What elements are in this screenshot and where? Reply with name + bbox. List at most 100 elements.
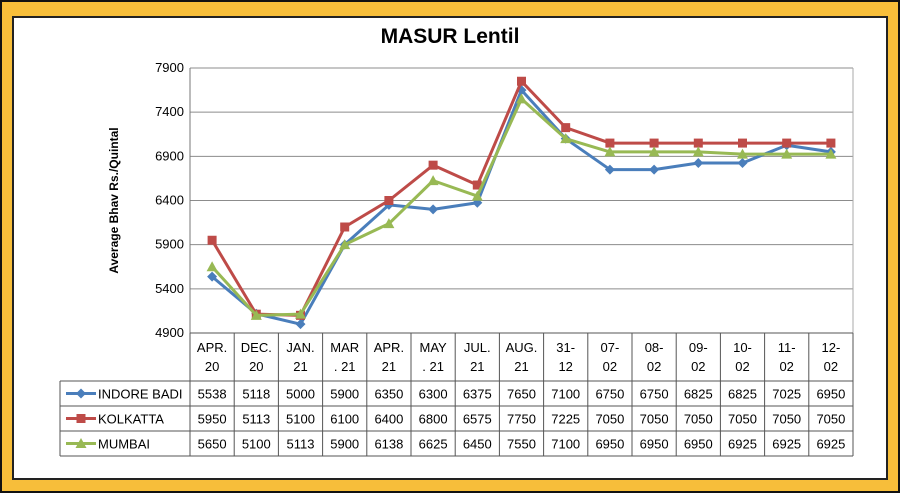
data-point [472, 180, 482, 190]
data-label: 5650 [198, 437, 227, 452]
x-tick-label: 09- [689, 340, 708, 355]
data-label: 5000 [286, 387, 315, 402]
data-point [383, 218, 395, 229]
data-label: 6925 [816, 437, 845, 452]
x-tick-label: 02 [779, 359, 793, 374]
data-label: 7225 [551, 412, 580, 427]
data-point [825, 148, 837, 159]
data-point [250, 309, 262, 320]
x-tick-label: 11- [778, 340, 796, 355]
legend-label: KOLKATTA [98, 412, 164, 427]
data-label: 6925 [728, 437, 757, 452]
data-label: 6400 [374, 412, 403, 427]
y-tick-label: 7400 [155, 104, 184, 119]
legend-marker [76, 388, 86, 399]
data-point [738, 138, 747, 148]
data-point [605, 138, 615, 148]
x-tick-label: 21 [470, 359, 484, 374]
data-point [737, 148, 748, 159]
x-tick-label: 21 [293, 359, 307, 374]
data-label: 6925 [772, 437, 801, 452]
data-label: 7050 [728, 412, 757, 427]
data-point [737, 157, 748, 168]
x-tick-label: 02 [824, 359, 838, 374]
data-label: 5100 [242, 437, 271, 452]
legend-marker [75, 438, 87, 448]
legend-marker [76, 414, 86, 423]
data-point [428, 160, 438, 170]
x-tick-label: DEC. [241, 340, 272, 355]
x-tick-label: . 21 [334, 359, 356, 374]
x-tick-label: APR. [197, 340, 227, 355]
data-point [340, 222, 350, 232]
data-point [782, 138, 792, 148]
data-label: 6750 [595, 387, 624, 402]
data-label: 6575 [463, 412, 492, 427]
data-point [471, 190, 483, 201]
data-label: 6100 [330, 412, 359, 427]
data-point [604, 164, 615, 175]
data-label: 6950 [640, 437, 669, 452]
chart-area: MASUR Lentil 4900 5400 5900 6400 6900 7400 790… [12, 16, 888, 480]
y-tick-label: 7900 [155, 60, 184, 75]
data-label: 6625 [419, 437, 448, 452]
data-point [648, 146, 660, 157]
data-point [649, 164, 660, 175]
legend-label: MUMBAI [98, 437, 150, 452]
x-tick-label: 12- [822, 340, 841, 355]
data-label: 6350 [374, 387, 403, 402]
data-label: 7050 [640, 412, 669, 427]
data-label: 6750 [640, 387, 669, 402]
y-tick-label: 6900 [155, 148, 184, 163]
x-tick-label: 10- [733, 340, 752, 355]
y-tick-label: 6400 [155, 193, 184, 208]
data-point [561, 123, 571, 133]
series-line [210, 79, 831, 317]
x-tick-label: 02 [647, 359, 661, 374]
data-label: 7050 [772, 412, 801, 427]
data-point [693, 157, 704, 168]
x-tick-label: 02 [735, 359, 749, 374]
data-point [339, 239, 351, 250]
line-chart: 4900 5400 5900 6400 6900 7400 7900 Average Bhav… [59, 60, 854, 457]
data-label: 5113 [287, 437, 315, 452]
data-label: 6300 [419, 387, 448, 402]
data-point [295, 308, 306, 319]
data-point [384, 196, 394, 205]
data-label: 6450 [463, 437, 492, 452]
data-label: 6375 [463, 387, 492, 402]
chart-title: MASUR Lentil [380, 25, 520, 48]
data-point [517, 76, 526, 86]
data-label: 5950 [198, 412, 227, 427]
data-point [560, 133, 572, 144]
x-tick-label: 31- [556, 340, 575, 355]
data-label: 7100 [551, 387, 580, 402]
data-label: 7050 [684, 412, 713, 427]
data-label: 6825 [684, 387, 713, 402]
x-tick-label: APR. [374, 340, 404, 355]
data-label: 5118 [242, 387, 270, 402]
x-tick-label: 07- [601, 340, 620, 355]
x-tick-label: 20 [249, 359, 263, 374]
data-label: 6138 [374, 437, 403, 452]
x-tick-label: 21 [514, 359, 528, 374]
data-point [692, 146, 704, 157]
y-axis-label: Average Bhav Rs./Quintal [107, 127, 121, 273]
data-label: 7025 [772, 387, 801, 402]
y-tick-label: 4900 [155, 325, 184, 340]
x-tick-label: 02 [603, 359, 617, 374]
data-label: 6825 [728, 387, 757, 402]
data-point [693, 138, 703, 148]
data-point [295, 319, 306, 330]
x-tick-label: 08- [645, 340, 664, 355]
x-tick-label: MAR [330, 340, 359, 355]
data-label: 6800 [419, 412, 448, 427]
data-point [781, 148, 793, 159]
data-label: 7650 [507, 387, 536, 402]
data-label: 6950 [595, 437, 624, 452]
data-label: 5900 [330, 387, 359, 402]
data-point [649, 138, 659, 148]
data-label: 7050 [595, 412, 624, 427]
x-tick-label: 12 [558, 359, 572, 374]
data-label: 6950 [684, 437, 713, 452]
